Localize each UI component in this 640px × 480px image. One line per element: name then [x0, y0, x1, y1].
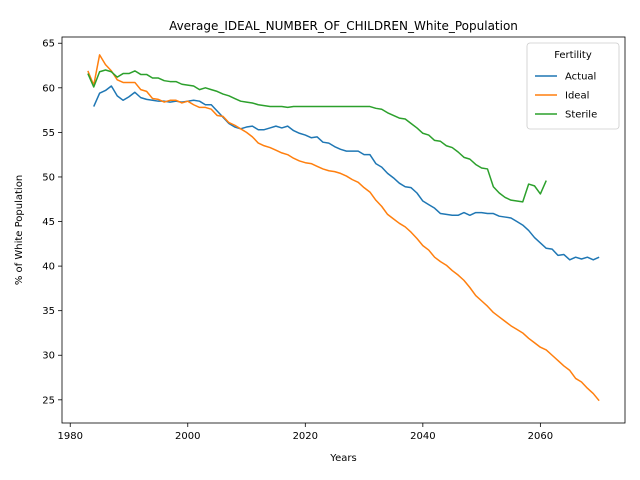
y-tick-label: 30: [42, 351, 55, 362]
x-axis-label: Years: [329, 453, 356, 464]
x-tick-label: 2000: [175, 431, 200, 442]
y-tick-label: 45: [42, 217, 55, 228]
y-tick-label: 60: [42, 83, 55, 94]
legend-label-actual: Actual: [565, 72, 596, 83]
y-axis-label: % of White Population: [14, 175, 25, 285]
legend: Fertility Actual Ideal Sterile: [527, 43, 619, 129]
x-tick-label: 2040: [410, 431, 435, 442]
y-tick-label: 50: [42, 172, 55, 183]
y-tick-label: 35: [42, 306, 55, 317]
x-tick-label: 1980: [58, 431, 83, 442]
y-tick-label: 25: [42, 395, 55, 406]
chart-title: Average_IDEAL_NUMBER_OF_CHILDREN_White_P…: [169, 19, 518, 33]
y-tick-label: 65: [42, 39, 55, 50]
x-tick-label: 2060: [528, 431, 553, 442]
y-tick-label: 55: [42, 128, 55, 139]
y-tick-label: 40: [42, 262, 55, 273]
legend-label-sterile: Sterile: [565, 110, 597, 121]
legend-label-ideal: Ideal: [565, 91, 589, 102]
legend-title: Fertility: [554, 50, 592, 61]
x-tick-label: 2020: [293, 431, 318, 442]
